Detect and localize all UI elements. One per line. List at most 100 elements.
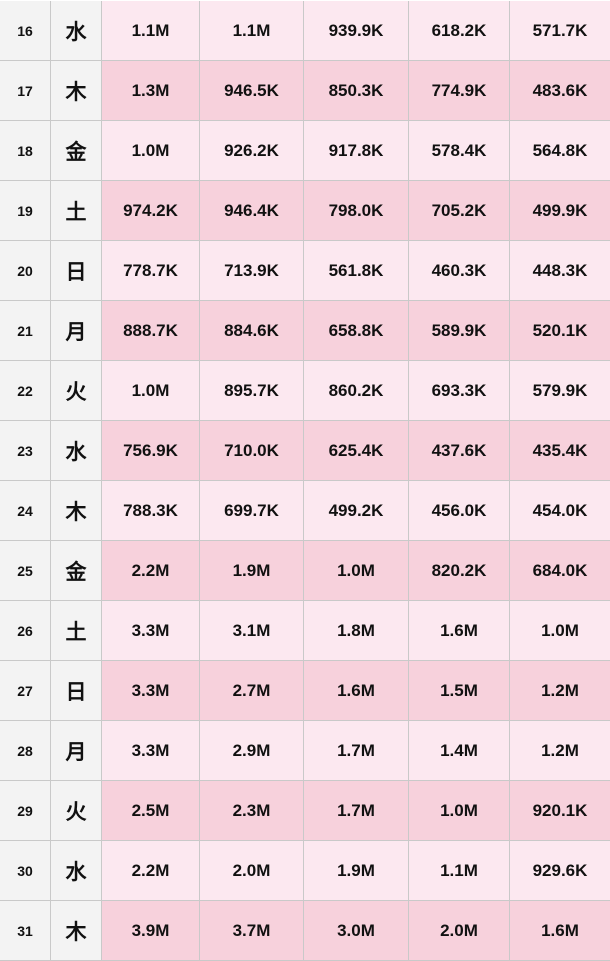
- value-cell: 3.0M: [304, 901, 409, 961]
- table-row: 18 金 1.0M 926.2K 917.8K 578.4K 564.8K: [0, 121, 610, 181]
- value-cell: 926.2K: [200, 121, 304, 181]
- value-cell: 2.0M: [409, 901, 510, 961]
- value-cell: 1.3M: [102, 61, 200, 121]
- value-cell: 1.0M: [102, 361, 200, 421]
- value-cell: 1.9M: [200, 541, 304, 601]
- value-cell: 756.9K: [102, 421, 200, 481]
- value-cell: 1.7M: [304, 721, 409, 781]
- value-cell: 3.3M: [102, 661, 200, 721]
- value-cell: 1.6M: [510, 901, 610, 961]
- weekday-cell: 木: [51, 481, 102, 541]
- weekday-cell: 火: [51, 781, 102, 841]
- table-row: 29 火 2.5M 2.3M 1.7M 1.0M 920.1K: [0, 781, 610, 841]
- value-cell: 448.3K: [510, 241, 610, 301]
- table-row: 16 水 1.1M 1.1M 939.9K 618.2K 571.7K: [0, 1, 610, 61]
- day-number-cell: 31: [0, 901, 51, 961]
- value-cell: 2.7M: [200, 661, 304, 721]
- weekday-cell: 月: [51, 721, 102, 781]
- weekday-cell: 水: [51, 1, 102, 61]
- value-cell: 850.3K: [304, 61, 409, 121]
- value-cell: 946.5K: [200, 61, 304, 121]
- table-row: 28 月 3.3M 2.9M 1.7M 1.4M 1.2M: [0, 721, 610, 781]
- table-row: 19 土 974.2K 946.4K 798.0K 705.2K 499.9K: [0, 181, 610, 241]
- value-cell: 1.2M: [510, 661, 610, 721]
- weekday-cell: 水: [51, 421, 102, 481]
- value-cell: 3.3M: [102, 721, 200, 781]
- value-cell: 788.3K: [102, 481, 200, 541]
- value-cell: 1.7M: [304, 781, 409, 841]
- value-cell: 920.1K: [510, 781, 610, 841]
- value-cell: 1.6M: [304, 661, 409, 721]
- table-row: 22 火 1.0M 895.7K 860.2K 693.3K 579.9K: [0, 361, 610, 421]
- value-cell: 684.0K: [510, 541, 610, 601]
- value-cell: 579.9K: [510, 361, 610, 421]
- weekday-cell: 金: [51, 541, 102, 601]
- value-cell: 860.2K: [304, 361, 409, 421]
- value-cell: 820.2K: [409, 541, 510, 601]
- value-cell: 564.8K: [510, 121, 610, 181]
- value-cell: 1.0M: [304, 541, 409, 601]
- table-row: 30 水 2.2M 2.0M 1.9M 1.1M 929.6K: [0, 841, 610, 901]
- value-cell: 1.5M: [409, 661, 510, 721]
- day-number-cell: 26: [0, 601, 51, 661]
- day-number-cell: 23: [0, 421, 51, 481]
- value-cell: 917.8K: [304, 121, 409, 181]
- weekday-cell: 金: [51, 121, 102, 181]
- value-cell: 499.9K: [510, 181, 610, 241]
- value-cell: 778.7K: [102, 241, 200, 301]
- value-cell: 2.3M: [200, 781, 304, 841]
- day-number-cell: 24: [0, 481, 51, 541]
- day-number-cell: 22: [0, 361, 51, 421]
- table-row: 21 月 888.7K 884.6K 658.8K 589.9K 520.1K: [0, 301, 610, 361]
- weekday-cell: 木: [51, 61, 102, 121]
- value-cell: 435.4K: [510, 421, 610, 481]
- value-cell: 3.9M: [102, 901, 200, 961]
- day-number-cell: 29: [0, 781, 51, 841]
- value-cell: 578.4K: [409, 121, 510, 181]
- day-number-cell: 21: [0, 301, 51, 361]
- value-cell: 561.8K: [304, 241, 409, 301]
- value-cell: 460.3K: [409, 241, 510, 301]
- value-cell: 1.1M: [200, 1, 304, 61]
- value-cell: 939.9K: [304, 1, 409, 61]
- value-cell: 2.0M: [200, 841, 304, 901]
- weekday-cell: 木: [51, 901, 102, 961]
- value-cell: 895.7K: [200, 361, 304, 421]
- value-cell: 3.3M: [102, 601, 200, 661]
- table-row: 23 水 756.9K 710.0K 625.4K 437.6K 435.4K: [0, 421, 610, 481]
- value-cell: 710.0K: [200, 421, 304, 481]
- table-row: 24 木 788.3K 699.7K 499.2K 456.0K 454.0K: [0, 481, 610, 541]
- weekday-cell: 月: [51, 301, 102, 361]
- value-cell: 713.9K: [200, 241, 304, 301]
- day-number-cell: 18: [0, 121, 51, 181]
- value-cell: 2.2M: [102, 541, 200, 601]
- value-cell: 499.2K: [304, 481, 409, 541]
- value-cell: 929.6K: [510, 841, 610, 901]
- value-cell: 888.7K: [102, 301, 200, 361]
- value-cell: 1.9M: [304, 841, 409, 901]
- value-cell: 699.7K: [200, 481, 304, 541]
- value-cell: 1.4M: [409, 721, 510, 781]
- value-cell: 483.6K: [510, 61, 610, 121]
- value-cell: 3.1M: [200, 601, 304, 661]
- value-cell: 454.0K: [510, 481, 610, 541]
- day-number-cell: 17: [0, 61, 51, 121]
- value-cell: 1.0M: [510, 601, 610, 661]
- day-number-cell: 30: [0, 841, 51, 901]
- value-cell: 589.9K: [409, 301, 510, 361]
- table-row: 20 日 778.7K 713.9K 561.8K 460.3K 448.3K: [0, 241, 610, 301]
- day-number-cell: 28: [0, 721, 51, 781]
- value-cell: 2.5M: [102, 781, 200, 841]
- value-cell: 705.2K: [409, 181, 510, 241]
- value-cell: 1.1M: [409, 841, 510, 901]
- value-cell: 625.4K: [304, 421, 409, 481]
- weekday-cell: 水: [51, 841, 102, 901]
- value-cell: 884.6K: [200, 301, 304, 361]
- value-cell: 798.0K: [304, 181, 409, 241]
- value-cell: 520.1K: [510, 301, 610, 361]
- value-cell: 974.2K: [102, 181, 200, 241]
- value-cell: 2.9M: [200, 721, 304, 781]
- value-cell: 774.9K: [409, 61, 510, 121]
- day-number-cell: 27: [0, 661, 51, 721]
